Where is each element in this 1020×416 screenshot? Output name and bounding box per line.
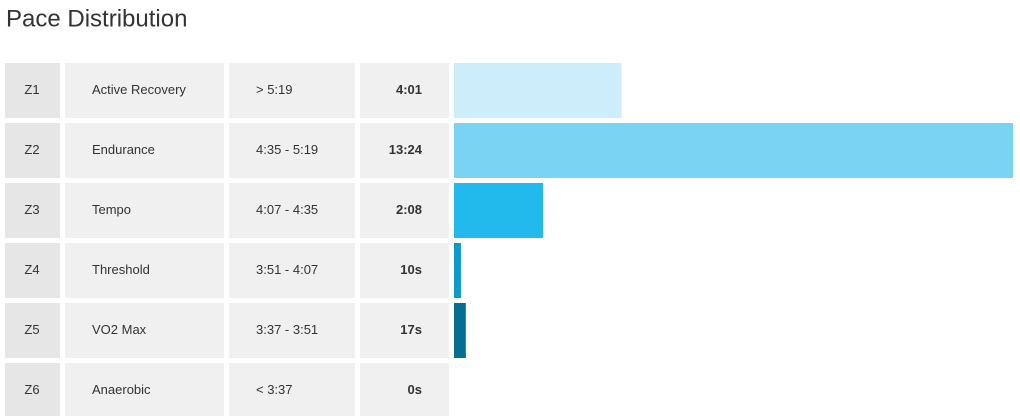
zone-name: VO2 Max (92, 322, 147, 337)
zone-range: 3:37 - 3:51 (256, 322, 318, 337)
zone-name: Endurance (92, 142, 155, 157)
name-cell (65, 63, 224, 118)
bar (454, 123, 1013, 178)
value-cell (360, 243, 449, 298)
chart-title: Pace Distribution (6, 5, 187, 32)
zone-label: Z2 (24, 142, 39, 157)
name-cell (65, 123, 224, 178)
bar (454, 303, 466, 358)
zone-range: 4:07 - 4:35 (256, 202, 318, 217)
value-cell (360, 123, 449, 178)
zone-cell (5, 243, 60, 298)
value-label: 4:01 (396, 82, 422, 97)
zone-label: Z5 (24, 322, 39, 337)
value-label: 10s (400, 262, 422, 277)
name-cell (65, 243, 224, 298)
zone-range: < 3:37 (256, 382, 293, 397)
value-cell (360, 183, 449, 238)
range-cell (229, 123, 355, 178)
zone-label: Z3 (24, 202, 39, 217)
zone-name: Active Recovery (92, 82, 186, 97)
zone-label: Z1 (24, 82, 39, 97)
zone-cell (5, 363, 60, 416)
zone-range: > 5:19 (256, 82, 293, 97)
name-cell (65, 303, 224, 358)
value-label: 2:08 (396, 202, 422, 217)
value-cell (360, 63, 449, 118)
range-cell (229, 63, 355, 118)
value-label: 0s (408, 382, 422, 397)
name-cell (65, 363, 224, 416)
zone-cell (5, 63, 60, 118)
bar (454, 243, 461, 298)
zone-range: 4:35 - 5:19 (256, 142, 318, 157)
zone-label: Z6 (24, 382, 39, 397)
zone-range: 3:51 - 4:07 (256, 262, 318, 277)
zone-label: Z4 (24, 262, 39, 277)
zone-name: Anaerobic (92, 382, 151, 397)
zone-name: Tempo (92, 202, 131, 217)
value-label: 13:24 (389, 142, 423, 157)
value-label: 17s (400, 322, 422, 337)
bar (454, 63, 622, 118)
zone-cell (5, 303, 60, 358)
range-cell (229, 363, 355, 416)
range-cell (229, 243, 355, 298)
zone-cell (5, 183, 60, 238)
value-cell (360, 303, 449, 358)
bar (454, 183, 543, 238)
zone-cell (5, 123, 60, 178)
range-cell (229, 183, 355, 238)
range-cell (229, 303, 355, 358)
name-cell (65, 183, 224, 238)
zone-name: Threshold (92, 262, 150, 277)
value-cell (360, 363, 449, 416)
